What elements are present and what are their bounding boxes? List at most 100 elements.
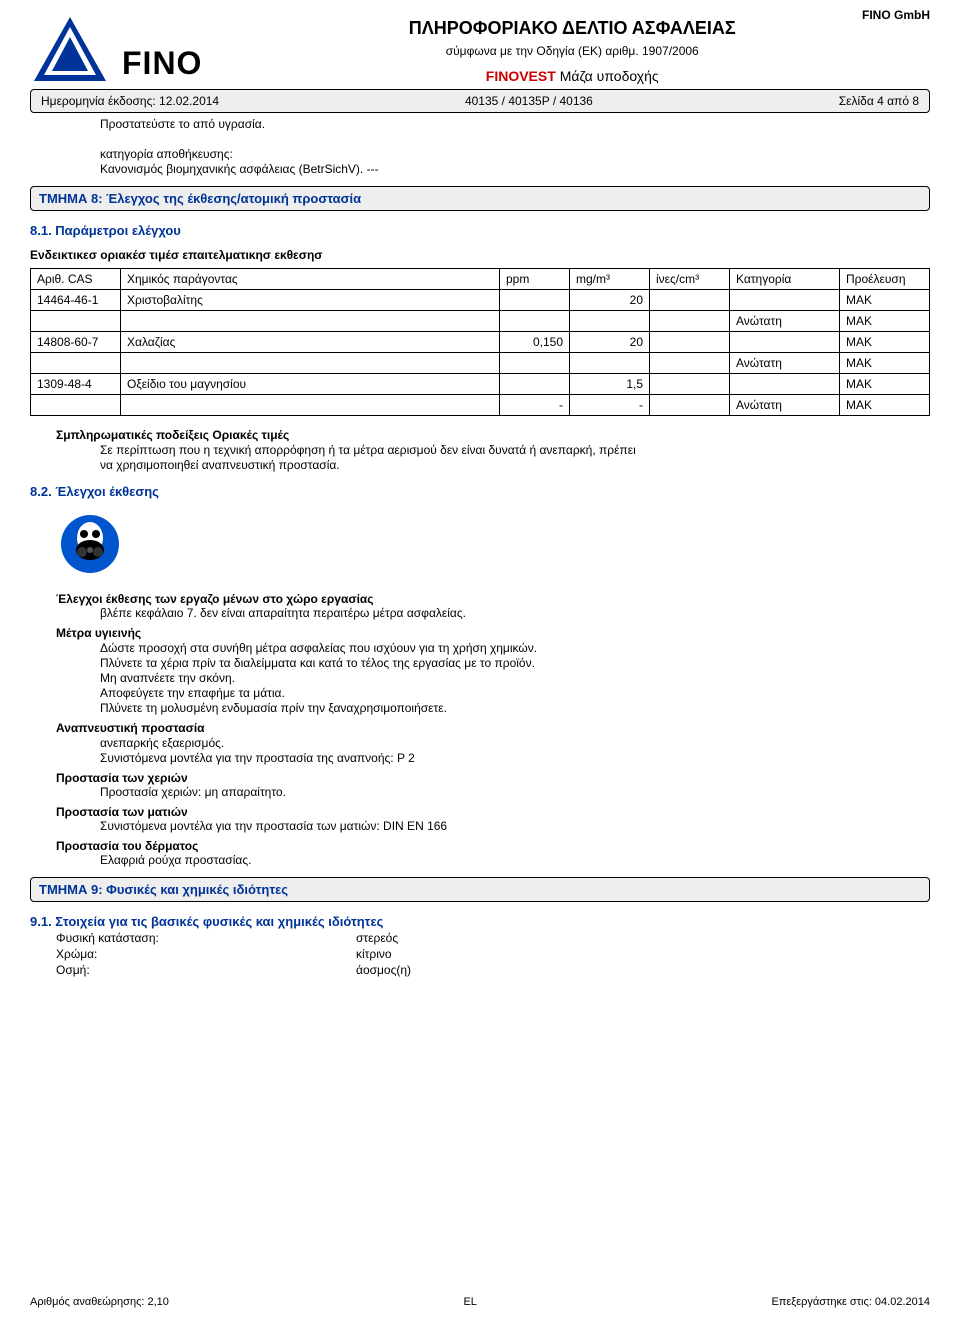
table-row: -- ΑνώτατηMAK [31,395,930,416]
respiratory-text: ανεπαρκής εξαερισμός.Συνιστόμενα μοντέλα… [100,736,930,765]
col-cas: Αριθ. CAS [31,269,121,290]
product-line: FINOVEST Μάζα υποδοχής [214,68,930,84]
table-cell [650,332,730,353]
col-src: Προέλευση [840,269,930,290]
hands-heading: Προστασία των χεριών [56,771,930,785]
table-cell [730,374,840,395]
header: FINO ΠΛΗΡΟΦΟΡΙΑΚΟ ΔΕΛΤΙΟ ΑΣΦΑΛΕΙΑΣ σύμφω… [30,15,930,85]
section-8-2-heading: 8.2. Έλεγχοι έκθεσης [30,484,930,499]
exposure-limits-table: Αριθ. CAS Χημικός παράγοντας ppm mg/m³ ί… [30,268,930,416]
skin-heading: Προστασία του δέρματος [56,839,930,853]
storage-category: κατηγορία αποθήκευσης: Κανονισμός βιομηχ… [100,147,930,176]
col-ppm: ppm [500,269,570,290]
table-cell [121,395,500,416]
table-cell [730,290,840,311]
language-code: EL [463,1296,476,1308]
respiratory-line: ανεπαρκής εξαερισμός. [100,736,930,750]
table-cell: 14464-46-1 [31,290,121,311]
hygiene-line: Πλύνετε τα χέρια πρίν τα διαλείμματα και… [100,656,930,670]
hygiene-line: Πλύνετε τη μολυσμένη ενδυμασία πρίν την … [100,701,930,715]
company-name: FINO GmbH [862,8,930,22]
table-header-row: Αριθ. CAS Χημικός παράγοντας ppm mg/m³ ί… [31,269,930,290]
table-cell: MAK [840,374,930,395]
storage-cat-label: κατηγορία αποθήκευσης: [100,147,930,161]
hands-text: Προστασία χεριών: μη απαραίτητο. [100,785,930,799]
table-cell: 20 [570,332,650,353]
table-cell: Οξείδιο του μαγνησίου [121,374,500,395]
physical-state-row: Φυσική κατάσταση: στερεός [56,931,930,945]
top-bar: Ημερομηνία έκδοσης: 12.02.2014 40135 / 4… [30,89,930,113]
product-code: 40135 / 40135P / 40136 [465,94,593,108]
table-cell [500,311,570,332]
table-cell: - [570,395,650,416]
storage-cat-value: Κανονισμός βιομηχανικής ασφάλειας (BetrS… [100,162,930,176]
doc-title: ΠΛΗΡΟΦΟΡΙΑΚΟ ΔΕΛΤΙΟ ΑΣΦΑΛΕΙΑΣ [214,18,930,39]
table-cell [500,353,570,374]
workplace-exposure-heading: Έλεγχοι έκθεσης των εργαζο μένων στο χώρ… [56,592,930,606]
col-name: Χημικός παράγοντας [121,269,500,290]
table-cell: Χαλαζίας [121,332,500,353]
table-cell: 0,150 [500,332,570,353]
finovest-brand: FINOVEST [486,68,556,84]
table-cell [31,353,121,374]
respiratory-line: Συνιστόμενα μοντέλα για την προστασία τη… [100,751,930,765]
hygiene-line: Αποφεύγετε την επαφήμε τα μάτια. [100,686,930,700]
table-row: 14808-60-7Χαλαζίας0,15020 MAK [31,332,930,353]
table-cell [650,374,730,395]
skin-text: Ελαφριά ρούχα προστασίας. [100,853,930,867]
table-cell [570,353,650,374]
revision-number: Αριθμός αναθεώρησης: 2,10 [30,1296,169,1308]
odor-row: Οσμή: άοσμος(η) [56,963,930,977]
table-cell: Χριστοβαλίτης [121,290,500,311]
table-cell: - [500,395,570,416]
supplementary-text: Σε περίπτωση που η τεχνική απορρόφηση ή … [100,443,930,472]
color-value: κίτρινο [356,947,392,961]
table-cell: Ανώτατη [730,395,840,416]
table-cell [31,395,121,416]
fino-logo-icon [30,15,110,85]
supplementary-heading: Σμπληρωματικές ποδείξεις Οριακές τιμές [56,428,930,442]
color-row: Χρώμα: κίτρινο [56,947,930,961]
section-8-heading: ΤΜΗΜΑ 8: Έλεγχος της έκθεσης/ατομική προ… [30,186,930,211]
table-cell: Ανώτατη [730,311,840,332]
section-9-heading: ΤΜΗΜΑ 9: Φυσικές και χημικές ιδιότητες [30,877,930,902]
table-row: 14464-46-1Χριστοβαλίτης20MAK [31,290,930,311]
table-cell [121,353,500,374]
table-cell: 14808-60-7 [31,332,121,353]
table-cell: MAK [840,290,930,311]
hygiene-line: Δώστε προσοχή στα συνήθη μέτρα ασφαλείας… [100,641,930,655]
table-cell: MAK [840,395,930,416]
section-9-1-heading: 9.1. Στοιχεία για τις βασικές φυσικές κα… [30,914,930,929]
col-fib: ίνες/cm³ [650,269,730,290]
respiratory-heading: Αναπνευστική προστασία [56,721,930,735]
hygiene-line: Μη αναπνέετε την σκόνη. [100,671,930,685]
table-cell [500,290,570,311]
workplace-exposure-text: βλέπε κεφάλαιο 7. δεν είναι απαραίτητα π… [100,606,930,620]
limits-heading: Ενδεικτικεσ οριακέσ τιμέσ επαιτελματικησ… [30,248,930,262]
issue-date: Ημερομηνία έκδοσης: 12.02.2014 [41,94,219,108]
physical-state-value: στερεός [356,931,398,945]
col-cat: Κατηγορία [730,269,840,290]
color-label: Χρώμα: [56,947,356,961]
table-cell [650,353,730,374]
finovest-suffix: Μάζα υποδοχής [560,68,659,84]
table-cell [31,311,121,332]
hygiene-text: Δώστε προσοχή στα συνήθη μέτρα ασφαλείας… [100,641,930,715]
hygiene-heading: Μέτρα υγιεινής [56,626,930,640]
table-cell: Ανώτατη [730,353,840,374]
section-8-1-heading: 8.1. Παράμετροι ελέγχου [30,223,930,238]
table-cell: MAK [840,332,930,353]
page-number: Σελίδα 4 από 8 [839,94,919,108]
table-row: ΑνώτατηMAK [31,353,930,374]
table-cell: 1309-48-4 [31,374,121,395]
respirator-icon [60,514,120,574]
physical-state-label: Φυσική κατάσταση: [56,931,356,945]
table-cell: 1,5 [570,374,650,395]
table-cell: MAK [840,353,930,374]
table-cell: MAK [840,311,930,332]
eyes-text: Συνιστόμενα μοντέλα για την προστασία τω… [100,819,930,833]
processed-date: Επεξεργάστηκε στις: 04.02.2014 [771,1296,930,1308]
suppl-line-1: Σε περίπτωση που η τεχνική απορρόφηση ή … [100,443,930,457]
odor-label: Οσμή: [56,963,356,977]
table-cell [121,311,500,332]
